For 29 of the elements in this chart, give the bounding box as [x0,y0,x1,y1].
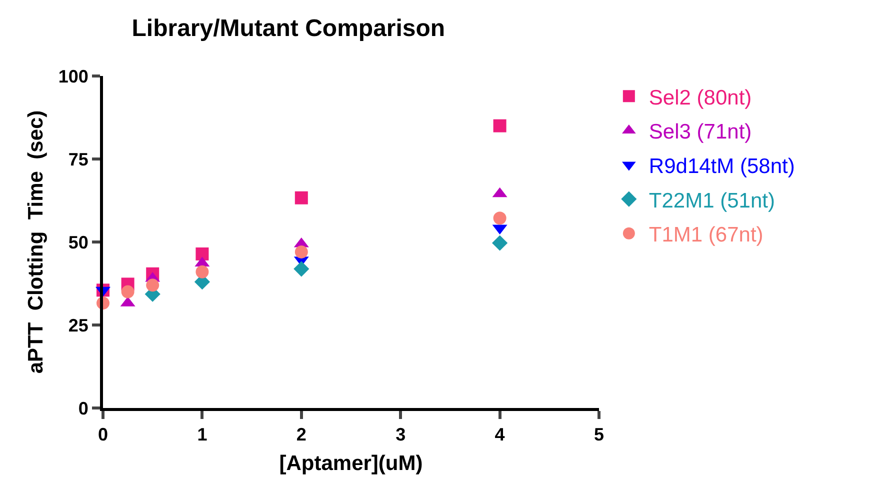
y-tick-label: 75 [68,149,88,170]
point [196,247,209,260]
point [492,235,508,251]
x-tick-label: 2 [296,424,306,445]
point [121,285,134,298]
x-tick-label: 1 [197,424,208,445]
y-axis-title: aPTT Clotting Time (sec) [24,110,48,374]
y-tick-label: 0 [78,398,88,418]
legend-label: Sel3 (71nt) [648,120,752,144]
point [196,265,209,278]
x-tick-label: 3 [396,424,406,445]
legend-label: Sel2 (80nt) [648,86,752,110]
legend-label: R9d14tM (58nt) [648,154,795,178]
legend-label: T1M1 (67nt) [648,224,764,247]
point [493,119,506,132]
x-axis-title: [Aptamer](uM) [279,452,423,475]
x-tick-label: 0 [98,424,108,445]
chart-title: Library/Mutant Comparison [132,15,446,42]
point [294,191,308,204]
x-tick-label: 4 [494,424,505,445]
point [493,212,506,225]
x-tick-label: 5 [594,424,604,445]
point [294,261,310,277]
y-tick-label: 100 [58,66,88,86]
legend-label: T22M1 (51nt) [648,189,775,212]
y-tick-label: 50 [68,232,88,252]
point [294,245,308,258]
point [146,278,160,292]
y-tick-label: 25 [68,315,88,336]
